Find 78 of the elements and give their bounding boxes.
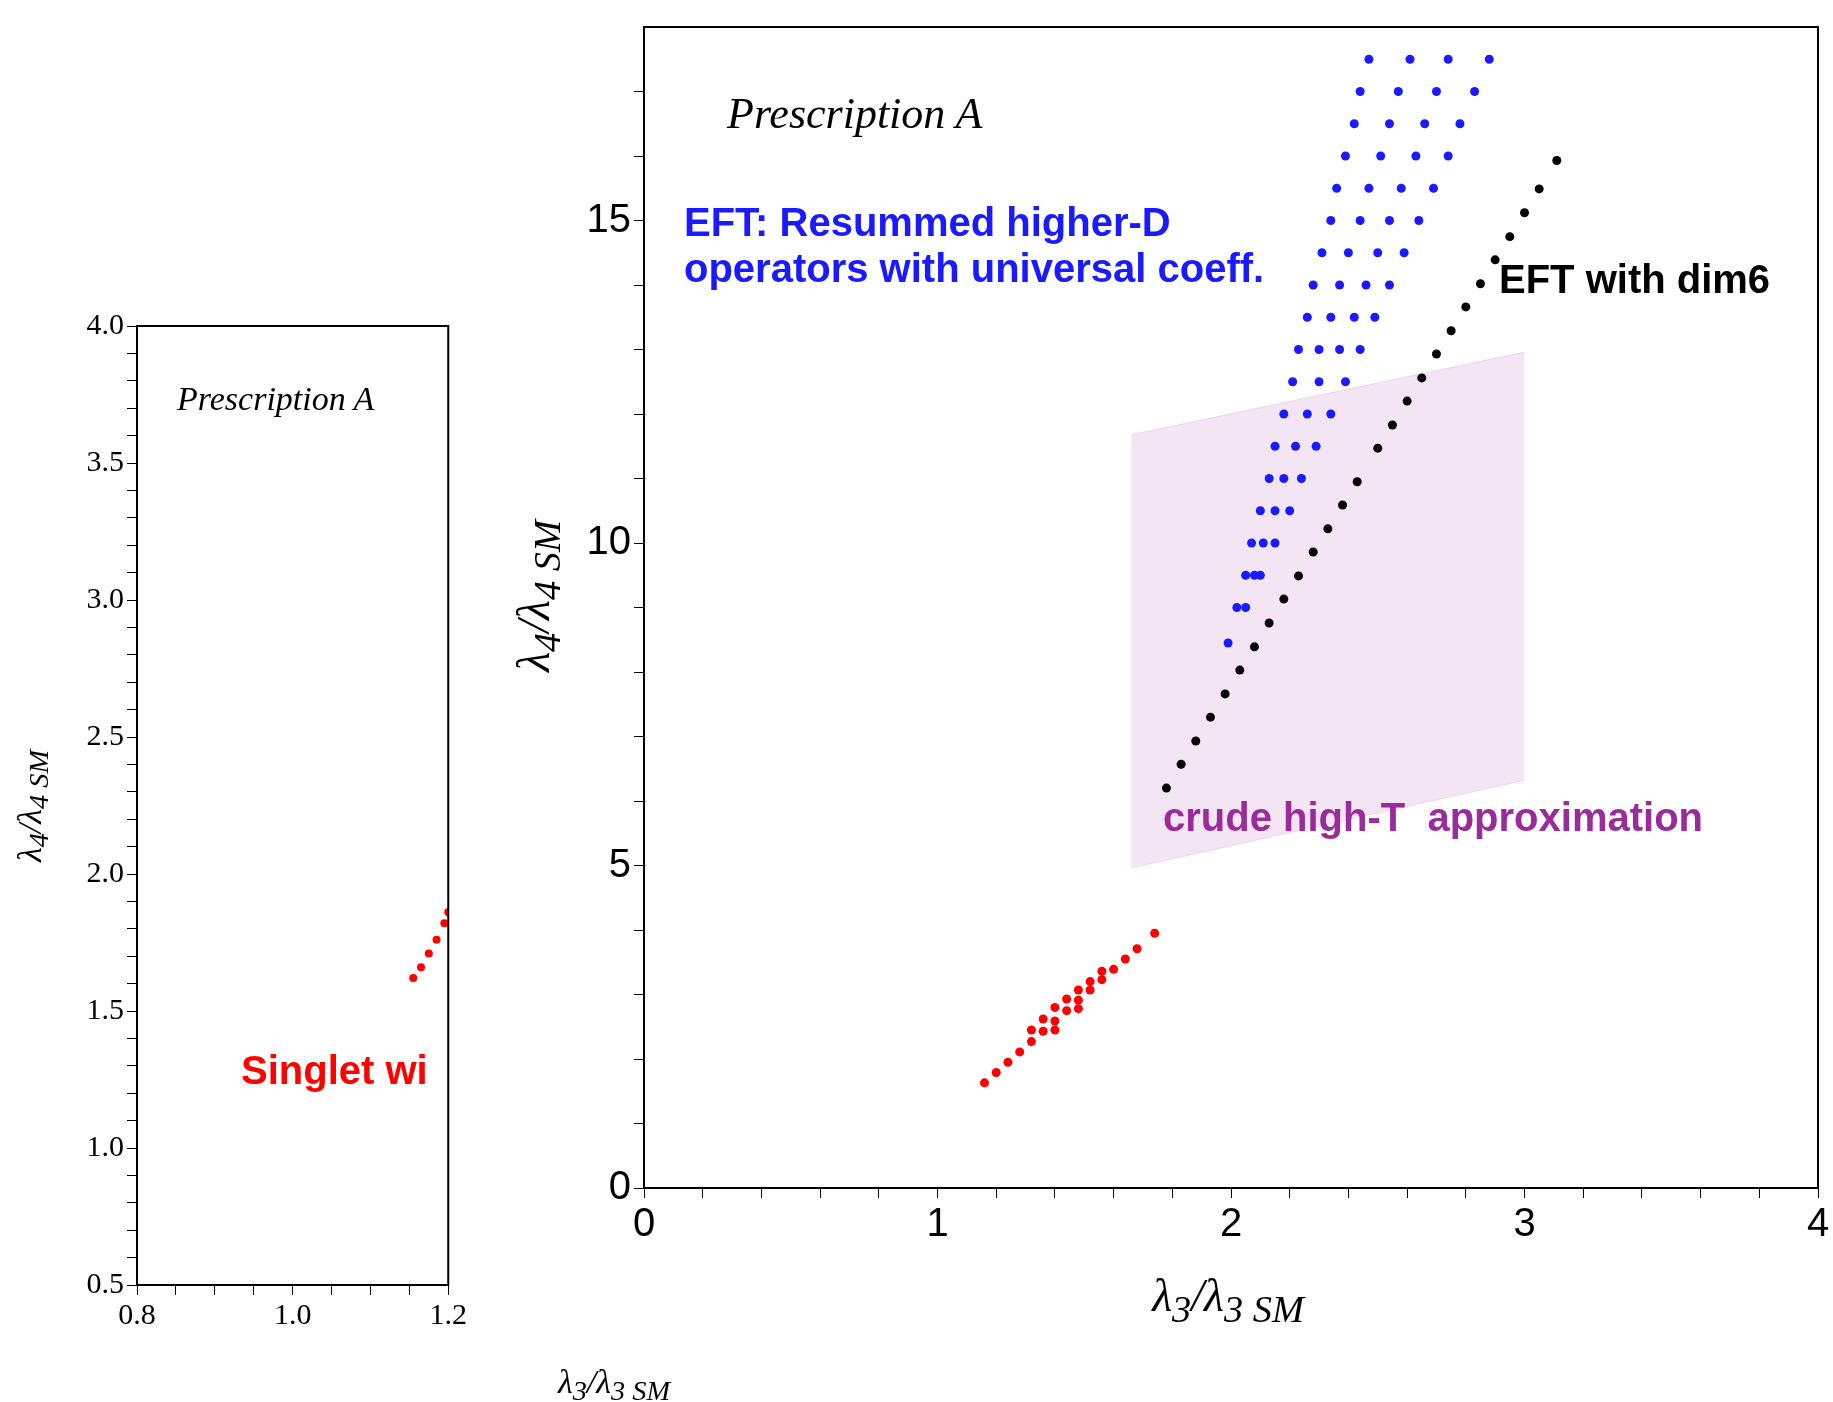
- point: [1085, 985, 1095, 995]
- x-axis-title: λ$_{3}$/λ$_{3 SM}$: [1152, 1269, 1304, 1331]
- y-tick-label: 2.0: [86, 854, 124, 888]
- point: [1323, 524, 1333, 534]
- y-tick-label: 3.5: [86, 443, 124, 477]
- x-tick-label: 2: [1219, 1200, 1243, 1245]
- x-tick-label: 3: [1513, 1200, 1536, 1245]
- point: [1505, 232, 1515, 242]
- x-tick-label: 1.0: [273, 1296, 312, 1330]
- point: [1191, 736, 1201, 746]
- point: [1176, 759, 1186, 769]
- point: [1446, 326, 1456, 336]
- point: [1038, 1014, 1048, 1024]
- point: [1308, 547, 1318, 557]
- point: [1097, 975, 1107, 985]
- y-tick-label: 1.0: [86, 1128, 124, 1162]
- point: [1062, 994, 1072, 1004]
- x-tick-label: 1.2: [429, 1296, 467, 1330]
- point: [1490, 255, 1500, 265]
- point: [1062, 1006, 1072, 1016]
- point: [1132, 944, 1142, 954]
- point: [1220, 689, 1230, 699]
- y-tick-label: 0.5: [86, 1265, 124, 1299]
- point: [1235, 665, 1245, 675]
- point: [1073, 985, 1083, 995]
- point: [1534, 184, 1544, 194]
- point: [1073, 1004, 1083, 1014]
- point: [979, 1078, 989, 1088]
- annotation: Prescription A: [176, 379, 375, 417]
- point: [1205, 712, 1215, 722]
- point: [1387, 420, 1397, 430]
- point: [1073, 995, 1083, 1005]
- series-label: EFT with dim6: [1499, 257, 1771, 302]
- y-tick-label: 15: [586, 195, 631, 240]
- point: [1120, 954, 1130, 964]
- point: [1109, 964, 1119, 974]
- y-tick-label: 0: [608, 1163, 631, 1208]
- point: [1352, 477, 1362, 487]
- y-tick-label: 4.0: [86, 306, 124, 340]
- series-label: Singlet wi: [241, 1048, 428, 1093]
- y-tick-label: 1.5: [86, 991, 124, 1025]
- point: [1038, 1026, 1048, 1036]
- point: [1431, 349, 1441, 359]
- point: [1475, 279, 1485, 289]
- x-tick-label: 4: [1806, 1200, 1830, 1245]
- x-tick-label: 1: [926, 1200, 949, 1245]
- point: [1150, 928, 1160, 938]
- point: [1026, 1037, 1036, 1047]
- point: [1373, 443, 1383, 453]
- point: [1402, 396, 1412, 406]
- annotation: Prescription A: [726, 88, 984, 138]
- point: [1050, 1002, 1060, 1012]
- point: [1161, 783, 1171, 793]
- point: [1085, 977, 1095, 987]
- point: [1249, 642, 1259, 652]
- point: [1279, 594, 1289, 604]
- point: [1015, 1047, 1025, 1057]
- series-label: EFT: Resummed higher-D operators with universal coeff.: [684, 200, 1265, 291]
- point: [1026, 1025, 1036, 1035]
- point: [1264, 618, 1274, 628]
- y-tick-label: 5: [608, 840, 631, 885]
- point: [1294, 571, 1304, 581]
- y-tick-label: 10: [586, 518, 631, 563]
- point: [1520, 208, 1529, 218]
- y-tick-label: 2.5: [86, 717, 124, 751]
- x-tick-label: 0.8: [118, 1296, 156, 1330]
- point: [1552, 156, 1562, 166]
- x-axis-title: λ$_{3}$/λ$_{3 SM}$: [557, 1362, 671, 1402]
- point: [991, 1068, 1001, 1078]
- point: [1050, 1016, 1060, 1026]
- point: [1338, 500, 1348, 510]
- legend-label: crude high-T approximation: [1163, 795, 1704, 840]
- point: [1003, 1057, 1013, 1067]
- point: [1050, 1025, 1060, 1035]
- y-tick-label: 3.0: [86, 580, 124, 614]
- point: [1461, 302, 1471, 312]
- point: [1417, 373, 1427, 383]
- point: [1097, 966, 1107, 976]
